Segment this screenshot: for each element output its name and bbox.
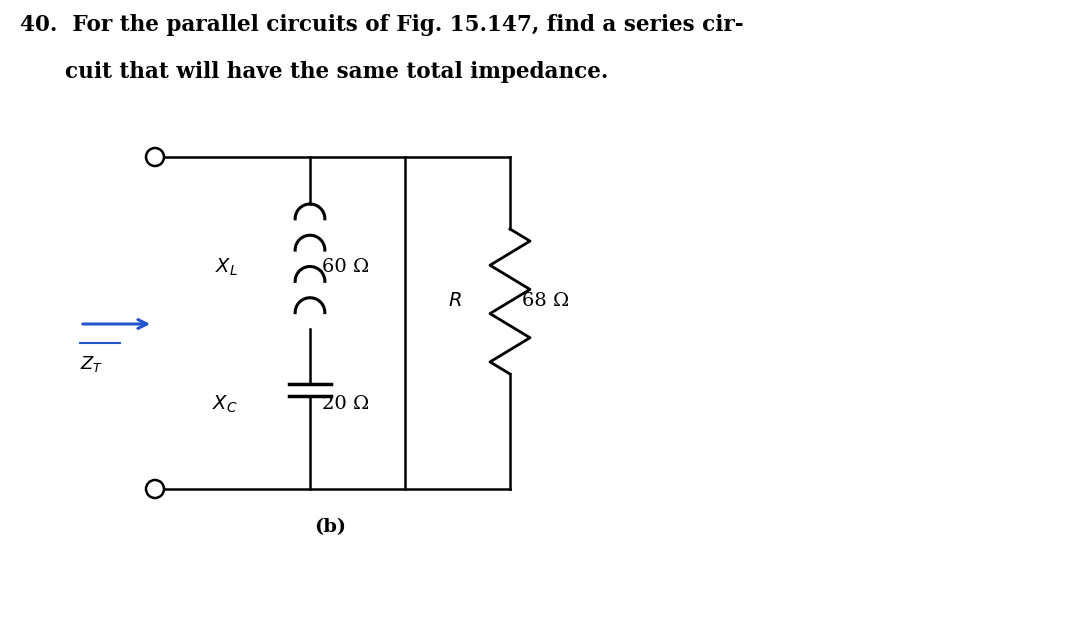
Text: 40.  For the parallel circuits of Fig. 15.147, find a series cir-: 40. For the parallel circuits of Fig. 15… [21, 14, 744, 36]
Circle shape [146, 148, 164, 166]
Text: $X_L$: $X_L$ [215, 256, 238, 278]
Text: cuit that will have the same total impedance.: cuit that will have the same total imped… [21, 61, 608, 83]
Circle shape [146, 480, 164, 498]
Text: 68 Ω: 68 Ω [522, 292, 569, 310]
Text: (b): (b) [314, 518, 346, 536]
Text: $R$: $R$ [448, 292, 462, 310]
Text: $Z_T$: $Z_T$ [80, 354, 104, 374]
Text: 60 Ω: 60 Ω [322, 258, 369, 276]
Text: 20 Ω: 20 Ω [322, 395, 369, 413]
Text: $X_C$: $X_C$ [213, 394, 238, 415]
